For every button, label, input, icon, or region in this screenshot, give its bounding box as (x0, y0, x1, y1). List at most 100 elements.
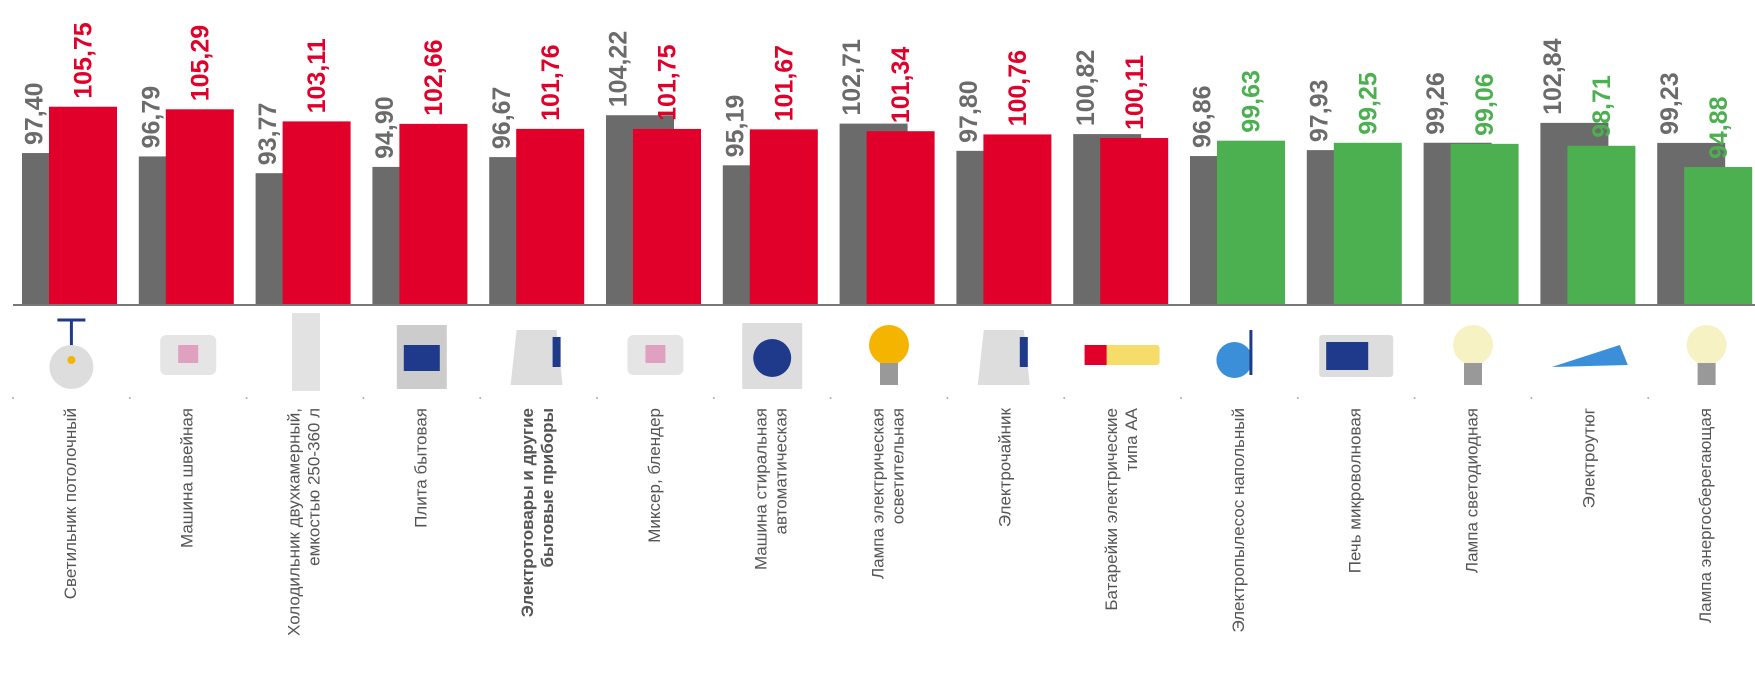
value-label: 94,90 (371, 96, 399, 159)
category-label: Холодильник двухкамерный, (284, 408, 303, 636)
icon-shape (880, 363, 898, 385)
icon-shape (645, 345, 666, 363)
bar (1333, 142, 1402, 305)
bar (399, 123, 468, 305)
value-label: 97,40 (21, 82, 49, 145)
category-label: Печь микроволновая (1346, 408, 1365, 573)
value-label: 95,19 (721, 95, 749, 158)
category-icon (1551, 345, 1628, 367)
value-label: 100,76 (1004, 50, 1032, 126)
category-icon (1216, 330, 1253, 378)
value-label: 100,11 (1121, 55, 1149, 130)
bar (749, 129, 818, 305)
bar (633, 128, 701, 305)
icon-shape (1249, 330, 1253, 375)
separator-dot (829, 397, 832, 399)
value-label: 96,86 (1189, 85, 1217, 148)
category-icon (160, 335, 217, 375)
category-label: Электротовары и другие (518, 408, 537, 617)
category-label: Светильник потолочный (61, 408, 80, 599)
value-label: 100,82 (1072, 50, 1100, 126)
value-label: 99,63 (1238, 70, 1266, 133)
category-icon (1453, 325, 1493, 385)
icon-shape (1216, 342, 1253, 378)
separator-dot (596, 397, 598, 399)
separator-dot (1296, 397, 1299, 399)
separator-dot (128, 397, 131, 399)
category-label: Электропылесос напольный (1229, 408, 1248, 633)
icon-shape (869, 325, 909, 365)
value-label: 104,22 (605, 31, 633, 107)
separator-dot (1413, 397, 1416, 399)
category-label: Миксер, блендер (645, 408, 664, 543)
value-label: 105,75 (70, 22, 98, 99)
value-label: 101,34 (887, 47, 915, 124)
bar (165, 109, 234, 306)
icon-shape (67, 356, 76, 364)
category-label: типа АА (1122, 407, 1141, 471)
icon-shape (977, 330, 1030, 385)
value-label: 98,71 (1588, 75, 1616, 138)
value-label: 101,75 (654, 44, 682, 121)
value-label: 102,84 (1539, 38, 1567, 115)
value-label: 103,11 (303, 38, 331, 113)
icon-shape (178, 345, 199, 363)
category-icon (869, 325, 909, 385)
separator-dot (362, 397, 365, 399)
bar (1100, 138, 1169, 305)
category-label: Машина швейная (178, 408, 197, 548)
separator-dot (12, 397, 14, 399)
icon-shape (1453, 325, 1493, 365)
icon-shape (1326, 342, 1369, 370)
icon-shape (510, 330, 563, 385)
category-label: Батарейки электрические (1102, 408, 1121, 611)
icon-shape (49, 345, 94, 389)
icon-shape (753, 339, 792, 377)
bar (1567, 145, 1636, 305)
category-icon (510, 330, 563, 385)
category-icon (49, 318, 94, 389)
bar (516, 128, 585, 305)
separator-dot (1530, 397, 1533, 399)
icon-shape (1551, 345, 1628, 367)
bar (1450, 143, 1519, 305)
bar (983, 134, 1052, 305)
icon-shape (1084, 345, 1107, 365)
category-label: автоматическая (772, 408, 791, 535)
separator-dot (245, 397, 248, 399)
value-label: 101,76 (537, 44, 565, 120)
icon-shape (403, 345, 440, 371)
category-icon (292, 313, 320, 391)
icon-shape (1464, 363, 1482, 385)
category-label: Лампа электрическая (868, 408, 887, 579)
value-label: 96,79 (137, 86, 165, 149)
value-label: 96,67 (488, 87, 516, 150)
value-label: 99,25 (1354, 72, 1382, 135)
bar (282, 121, 351, 305)
category-icon (1319, 335, 1394, 377)
category-icon (742, 323, 803, 389)
value-label: 99,06 (1471, 73, 1499, 136)
separator-dot (479, 397, 482, 399)
category-label: Лампа светодиодная (1462, 408, 1481, 573)
category-icon (1686, 325, 1727, 385)
icon-shape (292, 313, 320, 391)
category-label: Электроутюг (1579, 408, 1598, 508)
icon-shape (1686, 325, 1727, 365)
category-label: Лампа энергосберегающая (1696, 408, 1715, 623)
separator-dot (1647, 397, 1650, 399)
value-label: 99,26 (1422, 72, 1450, 135)
icon-shape (1697, 363, 1716, 385)
category-label: Электрочайник (995, 407, 1014, 527)
icon-shape (1019, 337, 1028, 367)
separator-dot (1063, 397, 1066, 399)
value-label: 99,23 (1656, 72, 1684, 135)
category-label: Плита бытовая (411, 408, 430, 528)
value-label: 105,29 (186, 25, 214, 101)
category-icon (627, 335, 684, 375)
category-label: емкостью 250-360 л (304, 408, 323, 566)
value-label: 97,93 (1305, 80, 1333, 143)
bar (1217, 140, 1285, 305)
category-label: осветительная (888, 408, 907, 524)
